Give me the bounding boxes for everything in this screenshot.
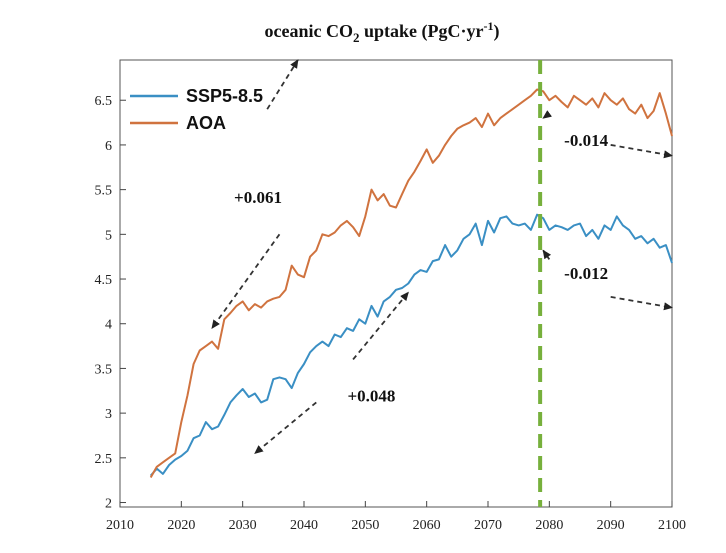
dashed-arrow	[542, 249, 552, 260]
x-tick-label: 2080	[535, 518, 563, 533]
title-main: oceanic CO	[265, 21, 353, 41]
series-line-aoa	[149, 88, 673, 478]
x-tick-label: 2070	[474, 518, 502, 533]
trend-annotation: -0.012	[564, 264, 608, 283]
y-tick-label: 5.5	[95, 184, 113, 199]
y-tick-label: 3	[105, 407, 112, 422]
legend-label-ssp585: SSP5-8.5	[186, 86, 263, 106]
title-superscript: -1	[483, 19, 493, 33]
trend-annotation: -0.014	[564, 131, 608, 150]
x-tick-label: 2020	[167, 518, 195, 533]
y-tick-label: 6	[105, 139, 112, 154]
x-tick-label: 2100	[658, 518, 686, 533]
dashed-arrow	[610, 296, 673, 311]
dashed-arrow	[266, 59, 299, 110]
dashed-arrow	[610, 144, 673, 159]
x-tick-label: 2010	[106, 518, 134, 533]
title-rest: uptake (PgC·yr	[359, 21, 483, 42]
dashed-arrow	[542, 110, 553, 119]
y-tick-label: 5	[105, 228, 112, 243]
y-tick-label: 4	[105, 318, 112, 333]
trend-annotation: +0.048	[347, 387, 395, 406]
x-tick-label: 2060	[413, 518, 441, 533]
legend-label-aoa: AOA	[186, 113, 226, 133]
annotations: +0.061 +0.048 -0.014 -0.012	[211, 59, 673, 455]
x-tick-label: 2050	[351, 518, 379, 533]
chart-title: oceanic CO2 uptake (PgC·yr-1)	[265, 19, 500, 45]
title-close: )	[493, 21, 499, 42]
legend: SSP5-8.5 AOA	[130, 86, 263, 133]
x-tick-label: 2030	[229, 518, 257, 533]
dashed-arrow	[352, 291, 409, 361]
dashed-arrow	[254, 401, 317, 455]
axis-ticks: 2010 2020 2030 2040 2050 2060 2070 2080 2090 2100…	[95, 94, 687, 533]
series-lines	[149, 88, 673, 478]
title-subscript: 2	[353, 30, 360, 45]
y-tick-label: 2.5	[95, 452, 113, 467]
y-tick-label: 6.5	[95, 94, 113, 109]
y-tick-label: 3.5	[95, 362, 113, 377]
trend-annotation: +0.061	[234, 188, 282, 207]
series-line-ssp5-8-5	[149, 213, 673, 477]
y-tick-label: 4.5	[95, 273, 113, 288]
x-tick-label: 2090	[597, 518, 625, 533]
y-tick-label: 2	[105, 497, 112, 512]
dashed-arrow	[211, 233, 281, 330]
x-tick-label: 2040	[290, 518, 318, 533]
plot-frame	[119, 59, 673, 508]
